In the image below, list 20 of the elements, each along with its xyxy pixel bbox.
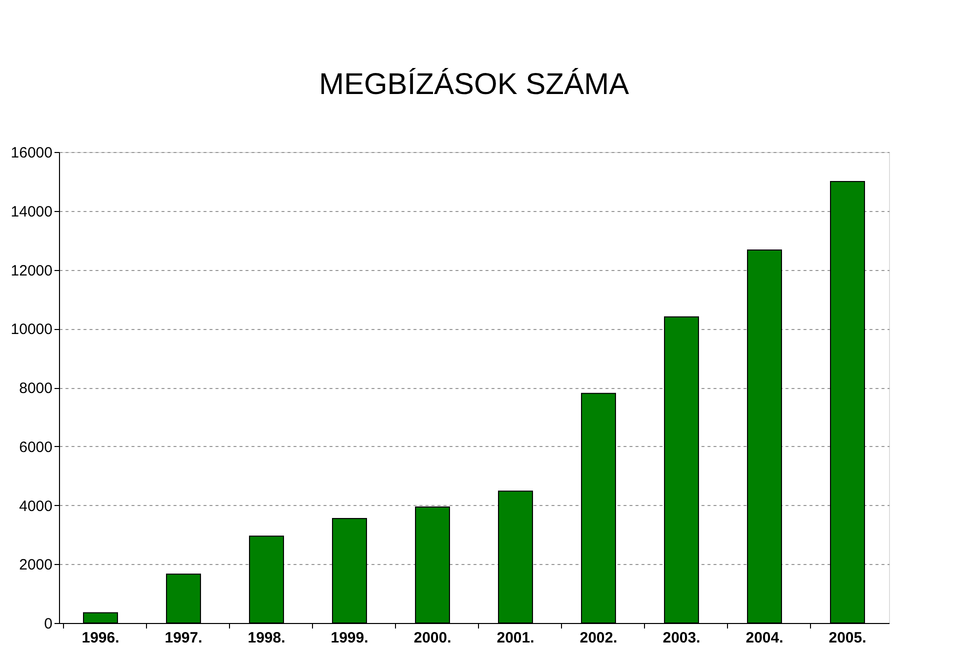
y-tick-label: 6000 [19,438,52,456]
x-tick-label: 2005. [828,630,866,646]
y-tick-label: 2000 [19,556,52,574]
y-tick-label: 10000 [10,321,52,338]
y-tick-label: 0 [44,616,52,632]
y-tick-label: 16000 [10,144,52,162]
x-tick-label: 2001. [496,630,534,646]
y-tick-label: 8000 [19,380,52,397]
x-tick-label: 2000. [414,630,452,646]
y-tick-label: 4000 [19,498,52,515]
x-tick-label: 2002. [580,630,618,646]
x-tick-label: 1999. [330,630,368,646]
x-tick-label: 2003. [662,630,700,646]
x-tick-label: 1996. [82,630,120,646]
x-tick-label: 1997. [164,630,202,646]
y-tick-label: 12000 [10,262,52,280]
x-tick-label: 1998. [248,630,286,646]
y-tick-label: 14000 [10,203,52,220]
x-tick-label: 2004. [746,630,784,646]
chart-title: MEGBÍZÁSOK SZÁMA [318,67,630,101]
